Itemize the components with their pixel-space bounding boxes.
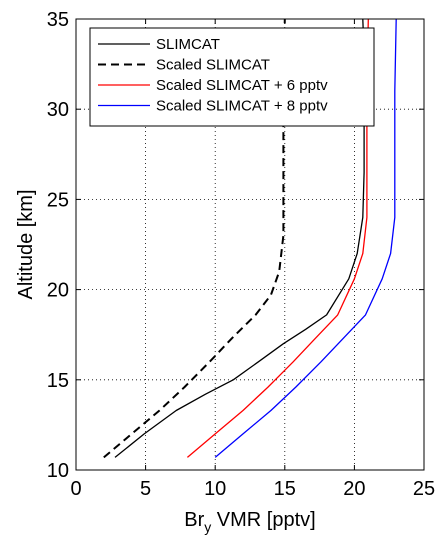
series-line	[214, 18, 397, 458]
x-tick-label: 0	[70, 478, 81, 500]
x-axis-label: Bry VMR [pptv]	[184, 509, 315, 535]
axis-ticks	[75, 18, 425, 471]
plot-frame	[75, 18, 425, 471]
x-axis-label-rest: VMR [pptv]	[211, 509, 315, 531]
legend: SLIMCAT Scaled SLIMCAT Scaled SLIMCAT + 6 …	[89, 27, 375, 127]
series-line	[186, 18, 369, 458]
y-tick-label: 10	[47, 460, 69, 482]
x-tick-label: 10	[204, 478, 226, 500]
y-tick-label: 30	[47, 99, 69, 121]
legend-label: Scaled SLIMCAT + 6 pptv	[156, 77, 328, 94]
y-axis-label: Altitude [km]	[15, 189, 37, 299]
x-tick-label: 20	[343, 478, 365, 500]
x-tick-label: 5	[140, 478, 151, 500]
x-tick-labels: 0 5 10 15 20 25	[70, 478, 435, 500]
y-tick-labels: 10 15 20 25 30 35	[47, 9, 69, 482]
y-tick-label: 15	[47, 370, 69, 392]
x-axis-label-subscript: y	[204, 519, 211, 535]
x-axis-label-main: Br	[184, 509, 204, 531]
legend-label: Scaled SLIMCAT + 8 pptv	[156, 98, 328, 115]
y-tick-label: 35	[47, 9, 69, 31]
x-tick-label: 15	[274, 478, 296, 500]
series-line	[103, 18, 286, 459]
x-tick-label: 25	[413, 478, 435, 500]
legend-label: Scaled SLIMCAT	[156, 57, 270, 74]
y-tick-label: 25	[47, 189, 69, 211]
legend-label: SLIMCAT	[156, 36, 220, 53]
legend-items: SLIMCAT Scaled SLIMCAT Scaled SLIMCAT + 6 …	[98, 36, 328, 115]
y-tick-label: 20	[47, 280, 69, 302]
